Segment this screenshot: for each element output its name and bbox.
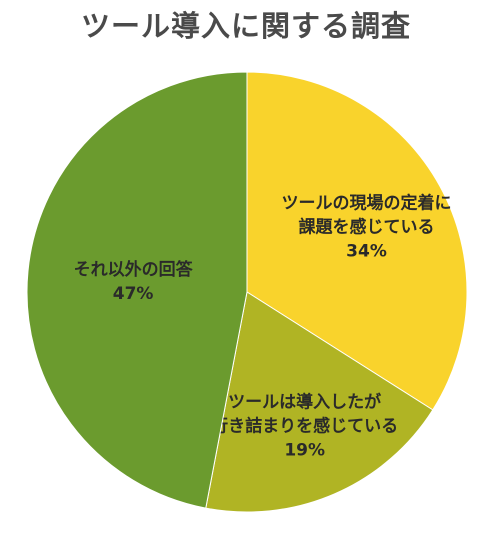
chart-title: ツール導入に関する調査 (80, 9, 411, 43)
slice-value-label: 19% (284, 440, 325, 460)
slice-value-label: 47% (113, 284, 154, 304)
pie-slice-1 (205, 291, 434, 513)
slice-label-1: ツールは導入したが行き詰まりを感じている 19% (210, 391, 398, 460)
slice-value-label: 34% (346, 241, 387, 261)
slice-label-0: ツールの現場の定着に課題を感じている 34% (282, 192, 452, 261)
slice-category-label: ツールは導入したが (228, 391, 381, 412)
slice-category-label: 行き詰まりを感じている (210, 415, 398, 436)
slice-category-label: それ以外の回答 (74, 259, 194, 280)
slice-category-label: 課題を感じている (299, 216, 435, 237)
slice-category-label: ツールの現場の定着に (282, 192, 452, 213)
slice-label-2: それ以外の回答 47% (74, 259, 194, 304)
pie-slice-0 (246, 71, 468, 411)
pie-slice-2 (26, 71, 248, 509)
